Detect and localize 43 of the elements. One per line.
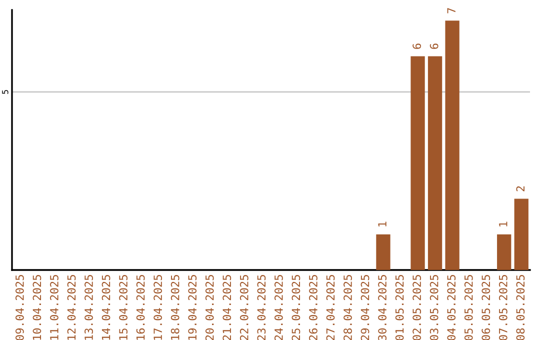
x-tick-label: 15.04.2025 bbox=[119, 275, 128, 340]
x-tick-label: 26.04.2025 bbox=[309, 275, 318, 340]
data-label: 1 bbox=[499, 222, 508, 226]
x-tick-label: 02.05.2025 bbox=[412, 275, 422, 340]
data-label: 6 bbox=[412, 44, 422, 49]
x-tick-label: 09.04.2025 bbox=[15, 275, 24, 340]
x-tick-label: 19.04.2025 bbox=[188, 275, 197, 340]
x-tick-label: 22.04.2025 bbox=[240, 275, 248, 340]
x-tick-label: 24.04.2025 bbox=[274, 275, 283, 340]
x-tick-label: 28.04.2025 bbox=[344, 275, 352, 340]
x-tick-label: 07.05.2025 bbox=[498, 275, 508, 340]
x-tick-label: 08.05.2025 bbox=[516, 275, 525, 340]
x-tick-label: 30.04.2025 bbox=[378, 275, 386, 340]
x-tick-label: 27.04.2025 bbox=[326, 275, 335, 340]
x-tick-label: 23.04.2025 bbox=[257, 275, 266, 340]
x-tick-label: 06.05.2025 bbox=[482, 275, 490, 340]
bar bbox=[410, 56, 425, 270]
data-label: 7 bbox=[447, 8, 456, 14]
x-tick-label: 21.04.2025 bbox=[222, 275, 232, 340]
data-label: 6 bbox=[430, 44, 438, 49]
x-tick-label: 01.05.2025 bbox=[395, 275, 404, 340]
x-tick-label: 16.04.2025 bbox=[136, 275, 145, 340]
x-tick-label: 12.04.2025 bbox=[67, 275, 76, 340]
ref-line-label: 5 bbox=[2, 90, 8, 94]
bar bbox=[376, 234, 390, 270]
bar bbox=[497, 234, 512, 270]
x-tick-label: 10.04.2025 bbox=[32, 275, 42, 340]
x-tick-label: 20.04.2025 bbox=[205, 275, 214, 340]
x-tick-label: 25.04.2025 bbox=[292, 275, 300, 340]
bar bbox=[514, 198, 528, 270]
bar bbox=[445, 20, 460, 270]
x-tick-label: 11.04.2025 bbox=[50, 275, 58, 340]
data-label: 2 bbox=[516, 186, 524, 192]
x-tick-label: 17.04.2025 bbox=[154, 275, 162, 340]
x-tick-label: 14.04.2025 bbox=[102, 275, 110, 340]
x-tick-label: 04.05.2025 bbox=[447, 275, 456, 340]
data-label: 1 bbox=[378, 222, 386, 226]
x-tick-label: 29.04.2025 bbox=[360, 275, 370, 340]
x-tick-label: 18.04.2025 bbox=[170, 275, 180, 340]
x-tick-label: 03.05.2025 bbox=[430, 275, 438, 340]
x-tick-label: 13.04.2025 bbox=[84, 275, 93, 340]
x-tick-label: 05.05.2025 bbox=[464, 275, 473, 340]
bar bbox=[428, 56, 442, 270]
